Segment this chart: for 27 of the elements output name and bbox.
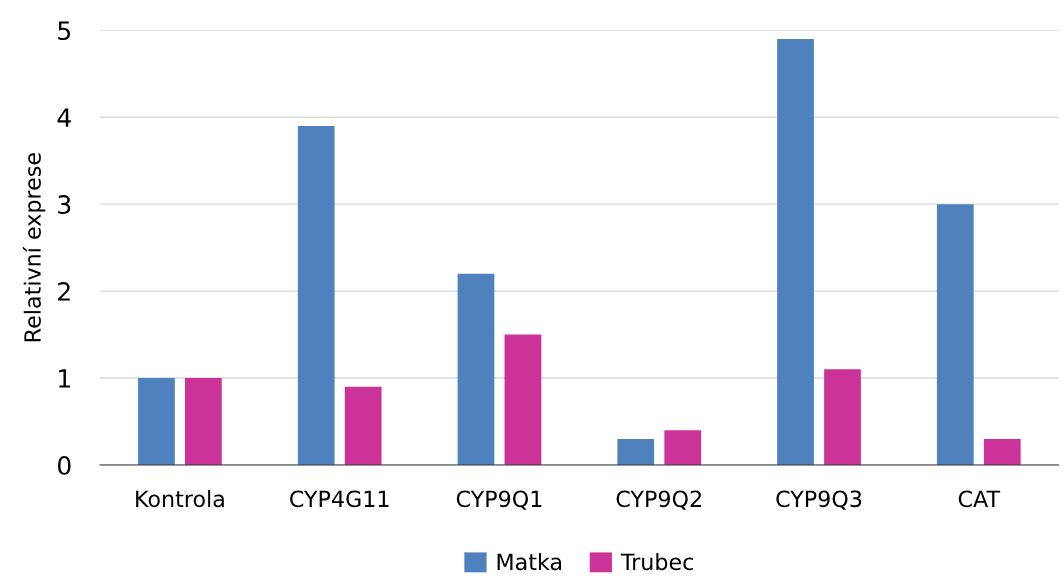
- bar: [185, 378, 222, 466]
- x-tick-label: CYP4G11: [290, 490, 389, 508]
- bar: [936, 204, 974, 466]
- bar: [138, 378, 175, 466]
- y-tick-label: 0: [57, 455, 71, 475]
- bar: [777, 38, 814, 466]
- bar: [983, 438, 1021, 466]
- y-axis-title: Relativní exprese: [22, 153, 46, 342]
- bar: [824, 369, 861, 466]
- y-tick-label: 1: [59, 369, 70, 388]
- y-tick-label: 5: [58, 21, 71, 41]
- bar: [297, 125, 335, 466]
- legend-label: Matka: [497, 553, 562, 571]
- x-tick-label: CAT: [958, 490, 1001, 508]
- bar: [617, 438, 655, 466]
- y-tick-label: 4: [57, 108, 71, 127]
- bar: [664, 430, 702, 466]
- x-tick-label: CYP9Q3: [776, 490, 862, 510]
- y-tick-label: 3: [58, 195, 71, 215]
- bar: [457, 273, 495, 466]
- x-tick-label: Kontrola: [136, 490, 224, 508]
- y-tick-label: 2: [58, 282, 70, 301]
- bar: [344, 386, 382, 466]
- bar: [504, 334, 542, 466]
- x-tick-label: CYP9Q1: [456, 490, 542, 510]
- x-tick-label: CYP9Q2: [616, 490, 701, 510]
- legend-label: Trubec: [620, 553, 693, 571]
